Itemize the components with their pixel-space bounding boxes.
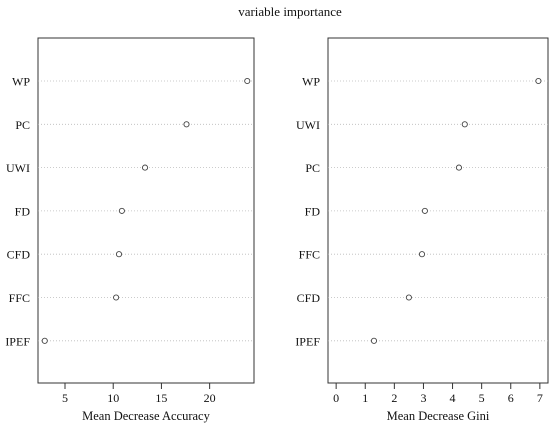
gini-point-cfd [405,294,412,301]
accuracy-category-label: IPEF [5,334,30,348]
gini-panel: WP UWI PC FD FFC CFD IPEF 0 1 2 3 4 5 6 7 Mean Decrease… [295,37,549,423]
gini-x-axis-label: Mean Decrease Gini [387,409,490,423]
figure-title: variable importance [238,4,342,19]
gini-x-tick-label: 1 [362,391,368,405]
accuracy-category-label: PC [15,118,30,132]
gini-x-tick-label: 7 [537,391,543,405]
gini-category-label: IPEF [295,334,320,348]
gini-point-uwi [461,121,468,128]
accuracy-point-ipef [41,337,48,344]
accuracy-category-label: UWI [6,161,30,175]
gini-x-tick-label: 3 [420,391,426,405]
gini-category-label: FFC [299,248,320,262]
gini-point-pc [455,164,463,171]
gini-x-tick-label: 5 [479,391,485,405]
gini-x-tick-label: 6 [508,391,514,405]
gini-point-ffc [418,251,426,258]
accuracy-x-tick-label: 15 [155,391,167,405]
accuracy-category-label: CFD [7,248,31,262]
gini-category-label: UWI [296,118,320,132]
accuracy-x-tick-label: 5 [62,391,68,405]
accuracy-x-tick-label: 20 [204,391,216,405]
accuracy-point-wp [244,77,251,85]
accuracy-x-tick-label: 10 [107,391,119,405]
gini-category-label: FD [305,204,321,218]
accuracy-category-label: WP [12,75,30,89]
accuracy-point-pc [183,121,190,128]
accuracy-point-fd [118,207,125,214]
gini-x-tick-label: 0 [333,391,339,405]
gini-point-fd [421,207,428,214]
accuracy-panel: WP PC UWI FD CFD FFC IPEF 5 10 15 20 Mean Decrease … [5,37,255,423]
gini-category-label: WP [302,75,320,89]
gini-point-wp [535,77,542,85]
gini-x-tick-label: 2 [391,391,397,405]
gini-category-label: PC [305,161,320,175]
gini-x-tick-label: 4 [450,391,456,405]
accuracy-x-axis-label: Mean Decrease Accuracy [82,409,210,423]
accuracy-point-ffc [113,294,120,301]
gini-point-ipef [370,337,378,344]
gini-category-label: CFD [297,291,321,305]
accuracy-point-uwi [141,164,149,171]
accuracy-point-cfd [115,251,123,258]
accuracy-category-label: FD [15,204,31,218]
accuracy-category-label: FFC [9,291,30,305]
